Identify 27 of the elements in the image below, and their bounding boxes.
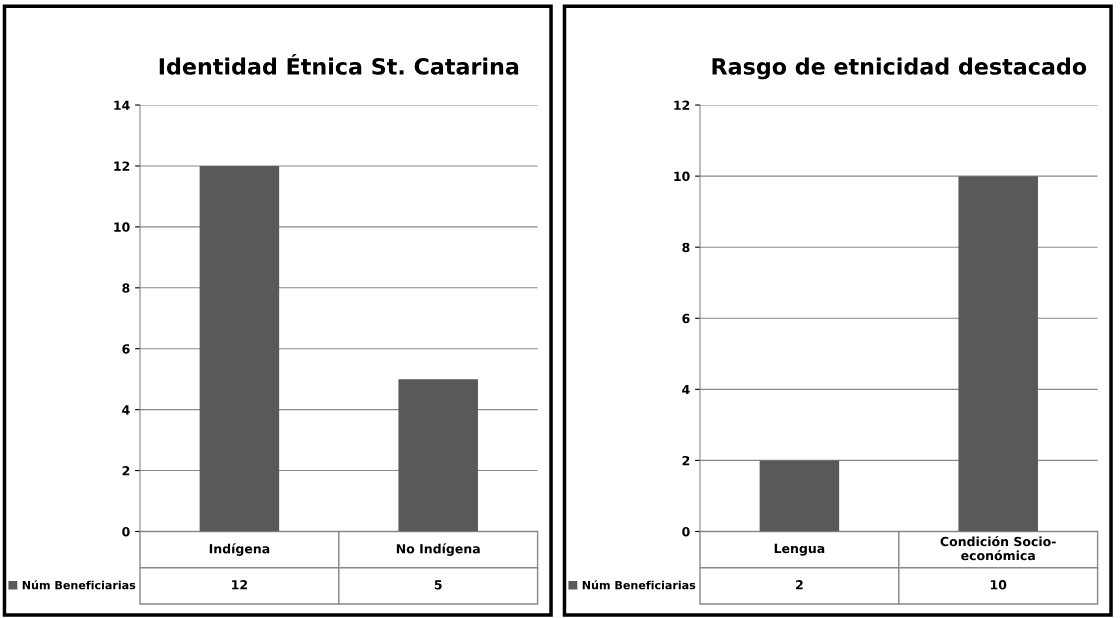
y-tick-label: 10 — [674, 171, 690, 182]
y-tick-label: 0 — [682, 526, 690, 537]
x-tick-label: No Indígena — [396, 543, 480, 556]
chart-title: Rasgo de etnicidad destacado — [712, 57, 1087, 80]
x-tick-label: Indígena — [209, 543, 270, 556]
y-tick-label: 2 — [682, 455, 690, 466]
y-tick-label: 14 — [114, 100, 130, 110]
y-tick-label: 8 — [682, 242, 690, 253]
x-tick-label: Condición Socio-económica — [940, 536, 1056, 561]
chart-title: Identidad Étnica St. Catarina — [159, 53, 519, 75]
y-tick-label: 2 — [122, 466, 130, 476]
y-tick-label: 4 — [682, 384, 690, 395]
y-tick-label: 6 — [682, 313, 690, 324]
y-tick-label: 8 — [122, 283, 130, 293]
data-label: 10 — [990, 580, 1007, 590]
x-tick-label: Lengua — [774, 543, 825, 556]
y-tick-label: 0 — [122, 526, 130, 537]
y-tick-label: 12 — [674, 100, 690, 110]
legend-label: Núm Beneficiarias — [22, 580, 136, 590]
data-label: 5 — [434, 580, 442, 590]
data-label: 12 — [232, 580, 248, 590]
y-tick-label: 4 — [122, 405, 130, 415]
y-tick-label: 6 — [122, 344, 130, 354]
y-tick-label: 10 — [114, 222, 130, 232]
legend-label: Núm Beneficiarias — [582, 580, 696, 590]
y-tick-label: 12 — [114, 161, 130, 171]
data-label: 2 — [796, 580, 803, 590]
